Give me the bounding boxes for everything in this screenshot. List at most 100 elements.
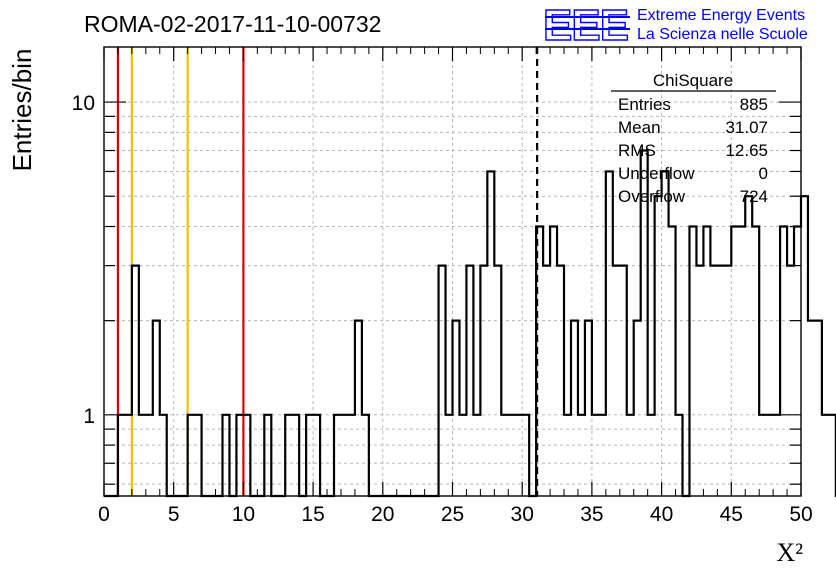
histogram-bin-89 xyxy=(724,266,731,496)
histogram-bin-79 xyxy=(655,196,662,496)
histogram-bin-50 xyxy=(453,321,460,496)
histogram-bin-85 xyxy=(696,266,703,496)
histogram-bin-102 xyxy=(815,321,822,496)
histogram-bin-54 xyxy=(480,266,487,496)
histogram-bin-57 xyxy=(501,415,508,496)
logo-text: EEE xyxy=(543,1,628,50)
stats-underflow-value: 0 xyxy=(759,164,768,183)
x-tick-label-6: 30 xyxy=(511,503,534,526)
histogram-bin-2 xyxy=(118,415,125,496)
histogram-bin-4 xyxy=(132,266,139,496)
histogram-bin-91 xyxy=(738,227,745,496)
x-tick-label-2: 10 xyxy=(232,503,255,526)
y-tick-label-1: 10 xyxy=(72,92,95,115)
histogram-bin-30 xyxy=(313,415,320,496)
histogram-bin-17 xyxy=(222,415,229,496)
stats-entries-value: 885 xyxy=(740,95,768,114)
stats-overflow-value: 724 xyxy=(740,187,768,206)
histogram-bin-82 xyxy=(676,415,683,496)
histogram-bin-64 xyxy=(550,227,557,496)
histogram-bin-78 xyxy=(648,415,655,496)
histogram-bin-62 xyxy=(536,227,543,496)
histogram-series xyxy=(104,149,836,498)
histogram-bin-3 xyxy=(125,415,132,496)
stats-mean-value: 31.07 xyxy=(725,118,768,137)
axes: 0 5 10 15 20 25 30 35 40 45 50 1 10 xyxy=(72,46,813,526)
histogram-bin-56 xyxy=(494,266,501,496)
histogram-bin-86 xyxy=(703,227,710,496)
histogram-bin-88 xyxy=(717,266,724,496)
histogram-bin-23 xyxy=(264,415,271,496)
histogram-bin-67 xyxy=(571,321,578,496)
stats-box: ChiSquare Entries 885 Mean 31.07 RMS 12.… xyxy=(611,71,776,206)
histogram-bin-80 xyxy=(662,171,669,496)
stats-underflow-label: Underflow xyxy=(618,164,695,183)
histogram-bin-33 xyxy=(334,415,341,496)
histogram-bin-13 xyxy=(195,415,202,496)
histogram-bin-92 xyxy=(745,196,752,496)
histogram-bin-81 xyxy=(669,227,676,496)
histogram-bin-84 xyxy=(689,227,696,496)
x-tick-label-9: 45 xyxy=(720,503,743,526)
histogram-bin-90 xyxy=(731,227,738,496)
histogram-bin-58 xyxy=(508,415,515,496)
histogram-bin-59 xyxy=(515,415,522,496)
histogram-bin-95 xyxy=(766,415,773,496)
histogram-bin-20 xyxy=(243,415,250,496)
x-tick-label-3: 15 xyxy=(301,503,324,526)
histogram-bin-70 xyxy=(592,415,599,496)
histogram-bin-100 xyxy=(801,196,808,496)
histogram-bin-35 xyxy=(348,415,355,496)
histogram-bin-76 xyxy=(634,321,641,496)
x-tick-label-1: 5 xyxy=(168,503,180,526)
logo-line1: Extreme Energy Events xyxy=(637,7,805,24)
histogram-bin-72 xyxy=(606,171,613,496)
histogram-bin-26 xyxy=(285,415,292,496)
histogram-bin-49 xyxy=(446,415,453,496)
histogram-bin-37 xyxy=(362,415,369,496)
x-tick-label-4: 20 xyxy=(371,503,394,526)
histogram-bin-52 xyxy=(466,266,473,496)
histogram-bin-87 xyxy=(710,266,717,496)
histogram-bin-6 xyxy=(146,415,153,496)
histogram-bin-55 xyxy=(487,171,494,496)
histogram-bin-60 xyxy=(522,415,529,496)
histogram-bin-104 xyxy=(829,415,836,496)
histogram-bin-63 xyxy=(543,266,550,496)
histogram-bin-73 xyxy=(613,266,620,496)
histogram-bin-93 xyxy=(752,227,759,496)
histogram-bin-48 xyxy=(439,266,446,496)
histogram-bin-96 xyxy=(773,415,780,496)
histogram-bin-29 xyxy=(306,415,313,496)
histogram-bin-74 xyxy=(620,266,627,496)
histogram-bin-65 xyxy=(557,266,564,496)
histogram-bin-101 xyxy=(808,321,815,496)
histogram-bin-34 xyxy=(341,415,348,496)
y-tick-label-0: 1 xyxy=(83,405,95,428)
histogram-bin-12 xyxy=(188,415,195,496)
histogram-bin-53 xyxy=(473,415,480,496)
stats-mean-label: Mean xyxy=(618,118,661,137)
histogram-bin-51 xyxy=(459,415,466,496)
stats-title: ChiSquare xyxy=(653,71,733,90)
histogram-bin-5 xyxy=(139,415,146,496)
eee-logo: EEE Extreme Energy Events La Scienza nel… xyxy=(542,0,808,50)
histogram-bin-36 xyxy=(355,321,362,496)
histogram-bin-8 xyxy=(160,415,167,496)
histogram-bin-97 xyxy=(780,227,787,496)
logo-line2: La Scienza nelle Scuole xyxy=(637,26,808,43)
histogram-bin-19 xyxy=(236,415,243,496)
histogram-bin-98 xyxy=(787,266,794,496)
histogram-outline xyxy=(104,149,836,498)
x-tick-label-5: 25 xyxy=(441,503,464,526)
x-tick-label-10: 50 xyxy=(789,503,812,526)
stats-entries-label: Entries xyxy=(618,95,671,114)
y-axis-title: Entries/bin xyxy=(7,49,37,172)
histogram-bin-7 xyxy=(153,321,160,496)
histogram-bin-94 xyxy=(759,415,766,496)
stats-overflow-label: Overflow xyxy=(618,187,686,206)
histogram-bin-69 xyxy=(585,321,592,496)
x-tick-label-7: 35 xyxy=(580,503,603,526)
x-tick-label-0: 0 xyxy=(98,503,110,526)
